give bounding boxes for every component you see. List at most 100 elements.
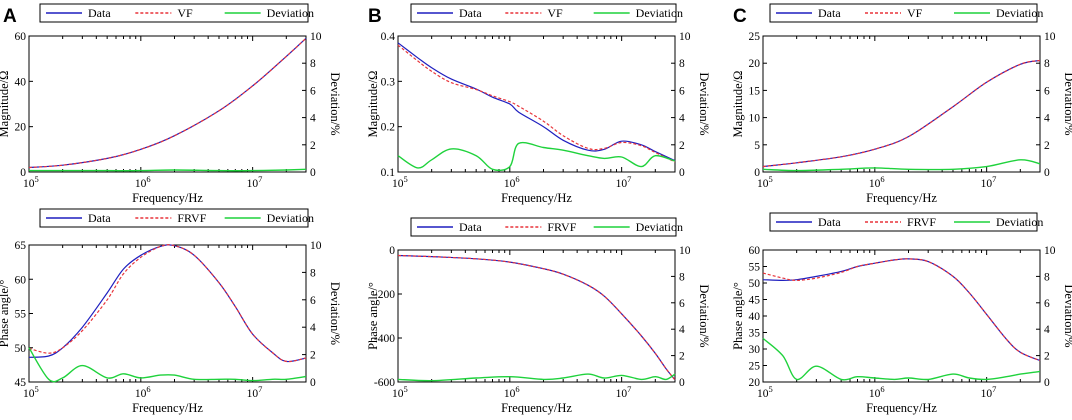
x-axis-title: Frequency/Hz	[866, 401, 937, 415]
legend-label-deviation: Deviation	[267, 6, 314, 20]
y-tick-label: 40	[749, 311, 761, 323]
y2-tick-label: 0	[310, 377, 316, 389]
legend-label-data: Data	[88, 211, 111, 225]
y-axis-title: Phase angle/°	[0, 280, 11, 348]
y2-tick-label: 4	[310, 322, 316, 334]
panel-letter-c: C	[733, 6, 747, 27]
chart-panel-b: 105 106 107 0.1 0.2 0.3 0.4 0 2 4 6 8 10 Frequency/Hz…	[366, 3, 711, 205]
x-tick-label: 107	[616, 384, 632, 400]
y-tick-label: 25	[749, 31, 761, 43]
y-tick-label: 60	[749, 245, 761, 257]
y-tick-label: 60	[15, 31, 27, 43]
legend-label-data: Data	[459, 220, 482, 234]
y2-tick-label: 2	[310, 350, 316, 362]
y-axis-title: Magnitude/Ω	[731, 71, 745, 138]
series-line-data	[397, 42, 676, 162]
legend-label-frvf: FRVF	[907, 215, 936, 229]
legend-label-data: Data	[88, 6, 111, 20]
y2-tick-label: 6	[1044, 298, 1050, 310]
y2-tick-label: 2	[1044, 351, 1050, 363]
plot-frame	[397, 249, 676, 383]
chart-panel-c: 105 106 107 0 5 10 15 20 25 0 2 4 6 8 10 Frequency/Hz Ma…	[731, 3, 1072, 205]
x-axis-title: Frequency/Hz	[501, 191, 572, 205]
y2-tick-label: 4	[1044, 324, 1050, 336]
y2-tick-label: 8	[310, 267, 316, 279]
legend: Data FRVF Deviation	[39, 208, 314, 228]
legend-label-deviation: Deviation	[996, 215, 1043, 229]
y-tick-label: 0.1	[381, 167, 396, 179]
plot-frame	[762, 249, 1041, 383]
legend-box	[769, 3, 1038, 23]
series-line-deviation	[29, 168, 307, 172]
x-axis-title: Frequency/Hz	[132, 401, 203, 415]
x-tick-label: 107	[247, 384, 263, 400]
x-tick-label: 105	[392, 174, 408, 190]
series-line-vf	[28, 37, 307, 169]
y2-tick-label: 2	[679, 351, 685, 363]
y2-tick-label: 0	[679, 377, 685, 389]
y-tick-label: 55	[749, 262, 761, 274]
x-axis-title: Frequency/Hz	[132, 191, 203, 205]
series-line-frvf	[762, 258, 1041, 362]
y-tick-label: 30	[749, 344, 761, 356]
y2-tick-label: 10	[1044, 245, 1056, 257]
chart-panel-a: 105 106 107 0 20 40 60 0 2 4 6 8 10 Frequency/Hz Magni…	[0, 3, 342, 205]
x-tick-label: 106	[869, 174, 885, 190]
series-line-data	[397, 254, 676, 381]
legend-box	[769, 212, 1038, 232]
legend-label-deviation: Deviation	[636, 6, 683, 20]
series-line-frvf	[397, 254, 676, 381]
chart-panel-c2: 105 106 107 20 25 30 35 40 45 50 55 60 0 2 4 6 8 10 Freque…	[731, 212, 1072, 415]
y-tick-label: 45	[15, 377, 27, 389]
series-line-data	[762, 59, 1041, 168]
plot-frame	[28, 35, 307, 173]
y2-tick-label: 0	[679, 167, 685, 179]
series-line-deviation	[762, 337, 1041, 381]
y-tick-label: 55	[15, 309, 27, 321]
y-tick-label: 0	[389, 245, 395, 257]
y-tick-label: -600	[374, 377, 395, 389]
legend-box	[410, 217, 677, 237]
legend-label-deviation: Deviation	[636, 220, 683, 234]
legend: Data FRVF Deviation	[410, 217, 683, 237]
plot-frame	[28, 244, 307, 383]
y2-tick-label: 4	[1044, 113, 1050, 125]
series-line-frvf	[28, 244, 307, 363]
x-tick-label: 107	[247, 174, 263, 190]
y-tick-label: 50	[15, 343, 27, 355]
y2-axis-title: Deviation/%	[697, 72, 711, 135]
series-line-deviation	[28, 347, 307, 383]
y-tick-label: -200	[374, 289, 395, 301]
y-tick-label: 0.3	[381, 76, 396, 88]
y-tick-label: 15	[749, 85, 761, 97]
legend-label-data: Data	[818, 215, 841, 229]
series-line-data	[28, 244, 307, 363]
y2-tick-label: 2	[679, 140, 685, 152]
x-tick-label: 105	[23, 384, 39, 400]
series-line-vf	[397, 44, 676, 163]
x-tick-label: 106	[504, 174, 520, 190]
y-tick-label: 35	[749, 328, 761, 340]
y2-tick-label: 2	[1044, 140, 1050, 152]
y2-axis-title: Deviation/%	[328, 72, 342, 135]
legend-label-deviation: Deviation	[267, 211, 314, 225]
legend-label-deviation: Deviation	[996, 6, 1043, 20]
y2-tick-label: 8	[1044, 271, 1050, 283]
legend-box	[39, 3, 309, 23]
y2-tick-label: 10	[310, 240, 322, 252]
y-tick-label: 20	[15, 122, 27, 134]
x-tick-label: 105	[23, 174, 39, 190]
y-tick-label: 40	[15, 76, 27, 88]
legend-label-data: Data	[459, 6, 482, 20]
legend-label-vf: VF	[547, 6, 563, 20]
y-tick-label: -400	[374, 333, 395, 345]
y2-axis-title: Deviation/%	[1062, 72, 1072, 135]
y2-tick-label: 8	[679, 271, 685, 283]
legend: Data FRVF Deviation	[769, 212, 1043, 232]
panel-letter-a: A	[3, 6, 17, 27]
y2-tick-label: 10	[679, 31, 691, 43]
legend-box	[39, 208, 309, 228]
legend-box	[410, 3, 677, 23]
y2-tick-label: 4	[679, 113, 685, 125]
